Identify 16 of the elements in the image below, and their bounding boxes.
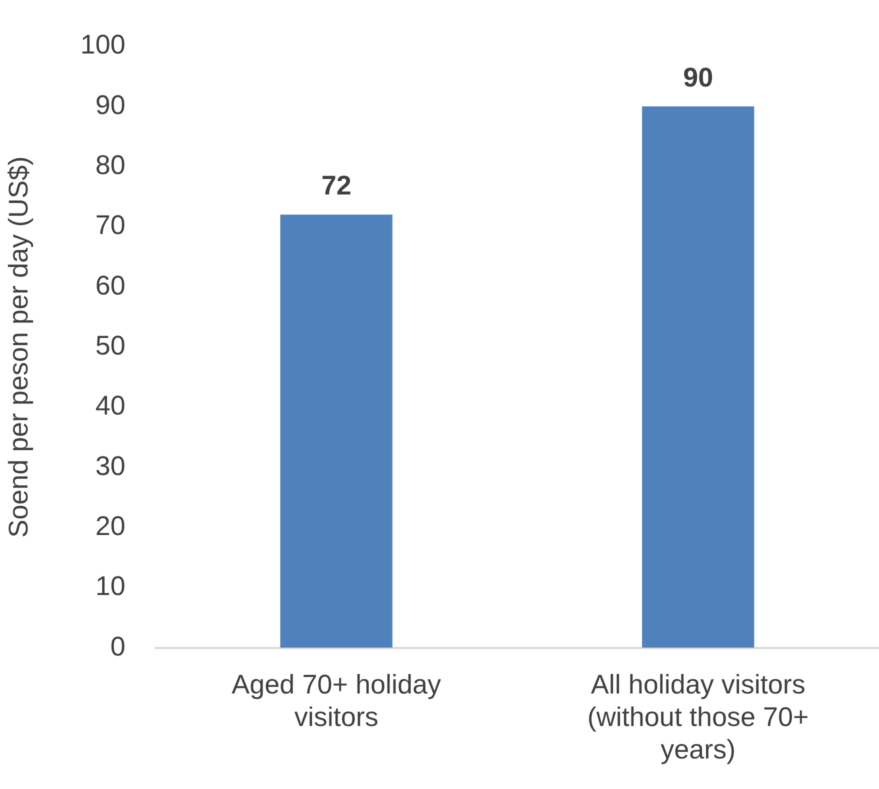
y-tick-label: 20 bbox=[95, 510, 126, 541]
x-tick-label: Aged 70+ holiday visitors bbox=[232, 669, 442, 732]
y-tick-label: 0 bbox=[110, 631, 126, 662]
x-tick-label: All holiday visitors (without those 70+ years) bbox=[587, 669, 809, 764]
data-label: 72 bbox=[321, 170, 352, 201]
y-tick-label: 40 bbox=[95, 390, 126, 421]
y-tick-label: 30 bbox=[95, 450, 126, 481]
y-tick-label: 50 bbox=[95, 330, 126, 360]
y-tick-label: 90 bbox=[95, 90, 126, 120]
y-tick-label: 60 bbox=[95, 270, 126, 300]
data-label: 90 bbox=[683, 62, 714, 92]
y-tick-label: 10 bbox=[95, 571, 126, 602]
y-axis-title: Soend per peson per day (US$) bbox=[4, 156, 34, 538]
y-tick-label: 70 bbox=[95, 210, 126, 240]
y-tick-label: 80 bbox=[95, 150, 126, 180]
y-tick-label: 100 bbox=[80, 30, 126, 60]
